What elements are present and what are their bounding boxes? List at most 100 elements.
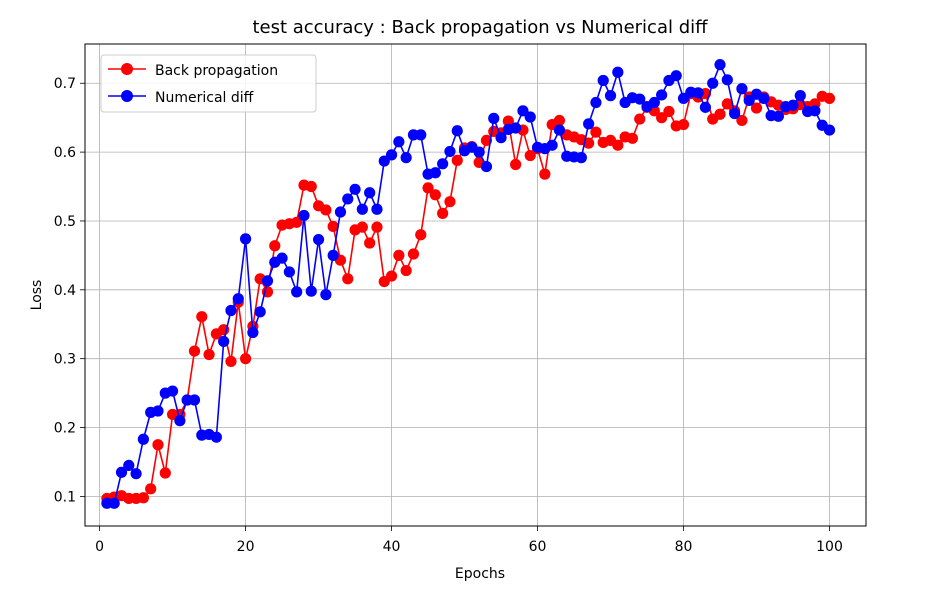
data-point-numerical-diff bbox=[604, 90, 617, 102]
data-point-back-propagation bbox=[612, 139, 624, 151]
data-point-numerical-diff bbox=[261, 275, 274, 287]
data-point-back-propagation bbox=[444, 196, 456, 208]
data-point-numerical-diff bbox=[210, 431, 222, 443]
data-point-back-propagation bbox=[663, 105, 675, 118]
data-point-back-propagation bbox=[364, 237, 376, 249]
data-point-numerical-diff bbox=[553, 124, 566, 136]
data-point-numerical-diff bbox=[721, 74, 733, 86]
data-point-back-propagation bbox=[407, 248, 420, 260]
data-point-numerical-diff bbox=[130, 468, 142, 480]
data-point-numerical-diff bbox=[612, 66, 624, 78]
data-point-back-propagation bbox=[721, 98, 733, 110]
data-point-numerical-diff bbox=[123, 459, 135, 472]
data-point-back-propagation bbox=[714, 108, 726, 120]
data-point-back-propagation bbox=[510, 158, 522, 171]
data-point-back-propagation bbox=[269, 240, 281, 252]
y-axis-label: Loss bbox=[29, 280, 45, 311]
data-point-numerical-diff bbox=[342, 193, 354, 205]
data-point-back-propagation bbox=[188, 345, 201, 357]
plot-frame bbox=[84, 43, 867, 527]
data-point-back-propagation bbox=[400, 264, 412, 277]
data-point-back-propagation bbox=[159, 467, 171, 479]
data-point-back-propagation bbox=[371, 221, 383, 233]
data-point-numerical-diff bbox=[364, 187, 376, 199]
data-point-back-propagation bbox=[152, 439, 164, 451]
data-point-numerical-diff bbox=[524, 111, 536, 123]
data-point-numerical-diff bbox=[707, 77, 719, 89]
data-point-numerical-diff bbox=[590, 96, 602, 109]
data-point-numerical-diff bbox=[305, 285, 317, 297]
data-point-numerical-diff bbox=[736, 83, 748, 95]
data-point-numerical-diff bbox=[648, 96, 660, 109]
x-tick-label: 40 bbox=[383, 539, 401, 555]
data-point-back-propagation bbox=[145, 483, 157, 495]
data-point-numerical-diff bbox=[772, 110, 785, 122]
data-point-back-propagation bbox=[656, 112, 668, 124]
data-point-numerical-diff bbox=[546, 139, 558, 151]
series-layer bbox=[101, 59, 836, 509]
data-point-numerical-diff bbox=[247, 326, 259, 339]
data-point-back-propagation bbox=[393, 249, 405, 261]
x-tick-label: 100 bbox=[816, 539, 843, 555]
data-point-back-propagation bbox=[225, 355, 237, 368]
data-point-numerical-diff bbox=[699, 101, 712, 113]
data-point-numerical-diff bbox=[393, 136, 405, 148]
data-point-numerical-diff bbox=[166, 385, 179, 397]
data-point-back-propagation bbox=[626, 132, 639, 144]
data-point-numerical-diff bbox=[575, 152, 587, 164]
data-point-numerical-diff bbox=[758, 92, 770, 104]
data-point-back-propagation bbox=[451, 154, 463, 166]
legend-label-back-propagation: Back propagation bbox=[155, 63, 278, 79]
data-point-back-propagation bbox=[823, 92, 836, 104]
data-point-numerical-diff bbox=[670, 70, 682, 82]
data-point-numerical-diff bbox=[743, 94, 755, 107]
y-tick-label: 0.3 bbox=[54, 352, 76, 368]
data-point-numerical-diff bbox=[254, 306, 266, 318]
data-point-back-propagation bbox=[590, 126, 602, 138]
data-point-numerical-diff bbox=[495, 132, 507, 144]
x-tick-label: 60 bbox=[529, 539, 547, 555]
data-point-back-propagation bbox=[677, 118, 690, 131]
data-point-back-propagation bbox=[137, 492, 149, 504]
data-point-numerical-diff bbox=[583, 118, 595, 130]
data-point-numerical-diff bbox=[634, 93, 646, 105]
y-tick-label: 0.6 bbox=[54, 145, 76, 161]
data-point-back-propagation bbox=[385, 270, 398, 282]
data-point-numerical-diff bbox=[378, 155, 390, 167]
data-point-numerical-diff bbox=[188, 394, 201, 406]
data-point-back-propagation bbox=[305, 180, 317, 193]
data-point-back-propagation bbox=[196, 311, 208, 323]
data-point-numerical-diff bbox=[429, 167, 441, 179]
data-point-back-propagation bbox=[203, 348, 215, 361]
data-point-numerical-diff bbox=[283, 266, 295, 278]
data-point-numerical-diff bbox=[312, 233, 325, 246]
data-point-numerical-diff bbox=[239, 233, 252, 245]
legend-frame bbox=[100, 54, 317, 113]
data-point-numerical-diff bbox=[794, 90, 806, 102]
data-point-numerical-diff bbox=[480, 160, 493, 173]
data-point-numerical-diff bbox=[444, 145, 456, 158]
data-point-numerical-diff bbox=[488, 112, 500, 124]
data-point-numerical-diff bbox=[291, 286, 303, 298]
data-point-numerical-diff bbox=[415, 129, 427, 141]
data-point-back-propagation bbox=[502, 115, 514, 127]
x-axis-label: Epochs bbox=[455, 566, 505, 582]
data-point-numerical-diff bbox=[349, 183, 361, 195]
data-point-back-propagation bbox=[524, 149, 536, 162]
data-point-back-propagation bbox=[422, 182, 434, 194]
y-tick-label: 0.5 bbox=[54, 214, 76, 230]
data-point-back-propagation bbox=[320, 204, 332, 216]
data-point-numerical-diff bbox=[714, 59, 726, 71]
data-point-back-propagation bbox=[539, 168, 551, 180]
data-point-back-propagation bbox=[429, 189, 441, 201]
data-point-numerical-diff bbox=[356, 203, 368, 215]
data-point-numerical-diff bbox=[729, 107, 741, 120]
data-point-numerical-diff bbox=[225, 304, 237, 317]
data-point-numerical-diff bbox=[320, 289, 332, 301]
data-point-numerical-diff bbox=[327, 249, 339, 261]
data-point-back-propagation bbox=[327, 220, 339, 233]
data-point-back-propagation bbox=[239, 353, 252, 365]
data-point-back-propagation bbox=[553, 114, 566, 127]
data-point-back-propagation bbox=[356, 221, 368, 233]
legend-label-numerical-diff: Numerical diff bbox=[155, 90, 254, 106]
